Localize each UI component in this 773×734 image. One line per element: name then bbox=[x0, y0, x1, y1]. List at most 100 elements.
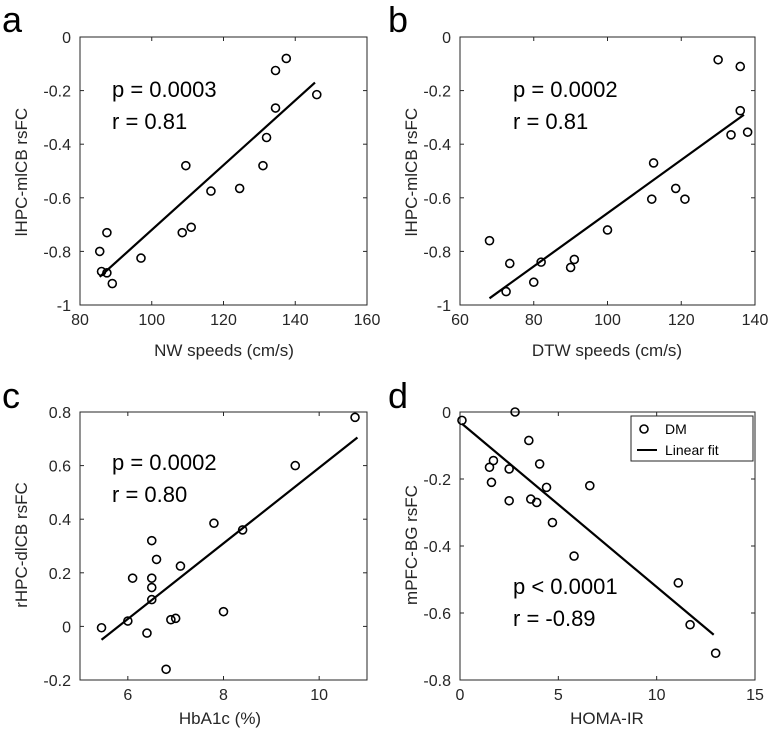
fit-line-c bbox=[100, 436, 359, 641]
data-point-c bbox=[123, 616, 133, 626]
data-point-a bbox=[311, 89, 322, 100]
data-point-d bbox=[457, 415, 467, 426]
x-axis-label-a: NW speeds (cm/s) bbox=[154, 341, 294, 360]
data-point-d bbox=[547, 517, 558, 528]
data-point-c bbox=[151, 554, 162, 565]
data-point-a bbox=[186, 222, 197, 233]
r-value-b: r = 0.81 bbox=[513, 109, 588, 134]
x-tick-label-a: 100 bbox=[138, 312, 165, 329]
data-point-a bbox=[102, 268, 112, 278]
data-point-c bbox=[146, 535, 157, 546]
panel-d: d 0 5 10 15 -0.8 -0.6 -0.4 -0.2 0 p < 0.0001 r =… bbox=[388, 375, 764, 728]
x-tick-label-b: 80 bbox=[525, 312, 543, 329]
y-tick-label-a: -1 bbox=[57, 298, 71, 315]
y-tick-label-c: 0.6 bbox=[49, 459, 71, 476]
legend: DM Linear fit bbox=[630, 415, 754, 462]
data-point-c bbox=[166, 614, 176, 625]
data-point-d bbox=[504, 464, 514, 474]
x-tick-label-b: 100 bbox=[594, 312, 621, 329]
y-tick-label-a: -0.2 bbox=[43, 84, 71, 101]
y-tick-label-d: -0.4 bbox=[423, 539, 451, 556]
data-point-d bbox=[531, 497, 542, 508]
x-tick-label-b: 60 bbox=[451, 312, 469, 329]
data-point-c bbox=[218, 606, 229, 617]
data-point-c bbox=[161, 664, 171, 675]
data-point-d bbox=[569, 551, 579, 561]
data-point-d bbox=[541, 482, 552, 493]
x-tick-label-a: 160 bbox=[354, 312, 381, 329]
data-point-a bbox=[136, 253, 146, 263]
data-point-d bbox=[488, 455, 499, 466]
x-axis-label-b: DTW speeds (cm/s) bbox=[532, 341, 682, 360]
y-tick-label-c: 0 bbox=[62, 619, 71, 636]
data-point-b bbox=[670, 183, 681, 194]
r-value-c: r = 0.80 bbox=[112, 482, 187, 507]
data-point-c bbox=[350, 412, 360, 423]
panel-letter-b: b bbox=[388, 0, 408, 40]
data-point-b bbox=[504, 258, 515, 269]
data-point-c bbox=[170, 613, 181, 624]
data-point-a bbox=[96, 266, 107, 277]
r-value-a: r = 0.81 bbox=[112, 109, 187, 134]
p-value-d: p < 0.0001 bbox=[513, 574, 618, 599]
y-tick-label-b: -0.8 bbox=[423, 244, 451, 261]
data-point-c bbox=[127, 573, 138, 583]
y-tick-label-d: -0.6 bbox=[423, 606, 451, 623]
x-tick-label-b: 140 bbox=[742, 312, 769, 329]
y-tick-label-a: -0.6 bbox=[43, 191, 71, 208]
data-point-b bbox=[565, 262, 576, 273]
legend-label-dm: DM bbox=[665, 421, 687, 437]
p-value-a: p = 0.0003 bbox=[112, 77, 217, 102]
data-point-a bbox=[270, 65, 281, 76]
data-point-a bbox=[177, 227, 188, 238]
x-tick-label-a: 120 bbox=[210, 312, 237, 329]
data-point-a bbox=[181, 160, 191, 171]
y-tick-label-d: 0 bbox=[442, 405, 451, 422]
y-tick-label-d: -0.8 bbox=[423, 673, 451, 690]
legend-label-fit: Linear fit bbox=[665, 442, 719, 458]
data-point-d bbox=[524, 435, 534, 446]
data-point-a bbox=[281, 53, 292, 64]
data-point-b bbox=[680, 194, 690, 204]
data-point-c bbox=[96, 622, 107, 633]
data-point-b bbox=[713, 54, 723, 65]
x-tick-label-d: 15 bbox=[746, 687, 764, 704]
x-tick-label-c: 8 bbox=[219, 687, 228, 704]
legend-box bbox=[630, 415, 754, 462]
panel-c: c 6 8 10 -0.2 0 0.2 0.4 0.6 0.8 p = 0.0002 r = 0… bbox=[2, 375, 368, 728]
y-tick-label-b: -1 bbox=[437, 298, 451, 315]
data-point-b bbox=[735, 61, 746, 72]
data-point-d bbox=[685, 619, 695, 630]
x-tick-label-b: 120 bbox=[668, 312, 695, 329]
panel-letter-a: a bbox=[2, 0, 23, 40]
data-point-d bbox=[486, 477, 497, 488]
data-point-a bbox=[206, 186, 216, 196]
data-point-a bbox=[261, 132, 272, 143]
data-point-b bbox=[742, 127, 753, 137]
y-tick-label-b: -0.6 bbox=[423, 191, 451, 208]
y-axis-label-c: rHPC-dlCB rsFC bbox=[12, 482, 31, 608]
y-tick-label-a: -0.4 bbox=[43, 137, 71, 154]
panel-letter-d: d bbox=[388, 375, 408, 416]
y-tick-label-d: -0.2 bbox=[423, 472, 451, 489]
y-tick-label-b: 0 bbox=[442, 30, 451, 47]
y-tick-label-c: 0.8 bbox=[49, 405, 71, 422]
y-tick-label-b: -0.2 bbox=[423, 84, 451, 101]
data-point-b bbox=[646, 194, 657, 204]
x-tick-label-c: 6 bbox=[123, 687, 132, 704]
data-point-a bbox=[102, 227, 112, 238]
data-point-b bbox=[602, 225, 613, 235]
data-point-c bbox=[146, 573, 157, 583]
data-point-c bbox=[290, 460, 301, 471]
p-value-b: p = 0.0002 bbox=[513, 77, 618, 102]
panel-b: b 60 80 100 120 140 -1 -0.8 -0.6 -0.4 -0.2 0 p = 0… bbox=[388, 0, 768, 360]
data-point-a bbox=[107, 278, 118, 289]
data-point-a bbox=[94, 246, 105, 257]
y-tick-label-a: -0.8 bbox=[43, 244, 71, 261]
y-axis-label-d: mPFC-BG rsFC bbox=[402, 485, 421, 605]
data-point-b bbox=[528, 277, 539, 288]
data-point-c bbox=[209, 518, 219, 529]
x-tick-label-d: 0 bbox=[456, 687, 465, 704]
data-point-a bbox=[234, 183, 245, 194]
data-point-b bbox=[735, 105, 746, 116]
